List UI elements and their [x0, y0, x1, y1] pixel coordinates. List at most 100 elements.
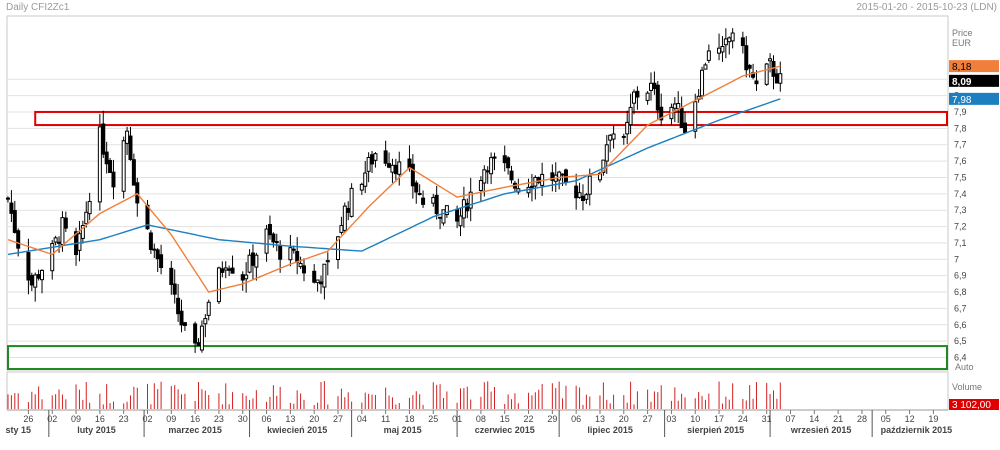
price-tick-label: 7,5 [954, 172, 967, 182]
candle-up [693, 101, 698, 132]
candle-up [315, 279, 320, 284]
candle-down [683, 122, 688, 133]
candle-up [700, 69, 705, 97]
volume-axis-title: Volume [952, 382, 982, 392]
price-tag-bg [949, 92, 999, 105]
candle-down [9, 202, 14, 214]
candle-down [509, 170, 514, 181]
candle-down [410, 163, 415, 187]
candle-up [53, 237, 58, 243]
candle-up [703, 64, 708, 70]
candle-down [16, 230, 21, 249]
candle-down [502, 155, 507, 164]
ma-fast-line [7, 65, 781, 293]
candle-down [230, 267, 235, 274]
candle-down [101, 123, 106, 155]
candle-up [206, 301, 211, 316]
volume-panel-frame [6, 371, 949, 411]
candle-down [172, 283, 177, 295]
candle-down [652, 82, 657, 90]
day-tick-label: 01 [452, 414, 462, 424]
candle-up [121, 140, 126, 192]
day-tick-label: 21 [833, 414, 843, 424]
auto-scale-button[interactable]: Auto [955, 362, 974, 372]
day-tick-label: 15 [500, 414, 510, 424]
candle-down [176, 297, 181, 315]
candle-up [97, 126, 102, 203]
candle-up [152, 248, 157, 251]
candle-up [441, 209, 446, 224]
candle-up [298, 262, 303, 268]
day-tick-label: 14 [809, 414, 819, 424]
candle-up [764, 63, 769, 85]
candle-up [727, 37, 732, 43]
moving-averages [7, 65, 781, 293]
month-label: sty 15 [5, 425, 31, 435]
day-tick-label: 28 [857, 414, 867, 424]
candle-up [778, 73, 783, 84]
candle-up [489, 157, 494, 175]
resistance-zone [34, 110, 948, 127]
candle-up [672, 103, 677, 109]
candle-up [216, 267, 221, 303]
day-tick-label: 16 [190, 414, 200, 424]
date-range-label: 2015-01-20 - 2015-10-23 (LDN) [856, 2, 997, 13]
day-tick-label: 13 [285, 414, 295, 424]
day-tick-label: 06 [262, 414, 272, 424]
candle-down [267, 224, 272, 236]
day-tick-label: 29 [547, 414, 557, 424]
candle-up [325, 260, 330, 263]
candle-up [342, 205, 347, 231]
candle-down [465, 202, 470, 212]
candle-up [723, 38, 728, 46]
candle-down [250, 252, 255, 266]
candle-down [506, 157, 511, 169]
candle-down [393, 164, 398, 175]
candle-down [771, 60, 776, 77]
candle-down [108, 160, 113, 174]
candle-up [390, 164, 395, 173]
price-axis: 8,18 7,9 7,8 7,7 7,6 7,5 7,4 7,3 7,2 7,1 7 6,9 6,8 6,… [949, 60, 999, 363]
month-label: czerwiec 2015 [475, 425, 535, 435]
candle-up [458, 215, 463, 227]
candles-layer [6, 28, 783, 353]
candle-up [264, 228, 269, 254]
day-tick-label: 26 [23, 414, 33, 424]
price-tag-label: 8,09 [952, 77, 972, 88]
candle-up [587, 175, 592, 195]
candle-down [131, 159, 136, 186]
candle-down [438, 216, 443, 219]
candle-up [621, 135, 626, 138]
candle-up [363, 172, 368, 187]
day-tick-label: 13 [595, 414, 605, 424]
candle-down [747, 64, 752, 69]
price-tick-label: 7,3 [954, 205, 967, 215]
support-zone [7, 345, 948, 371]
candle-up [706, 50, 711, 61]
candle-down [36, 274, 41, 279]
candle-down [492, 156, 497, 159]
price-tick-label: 7,4 [954, 189, 967, 199]
candle-down [387, 163, 392, 168]
candle-down [346, 208, 351, 213]
candle-up [40, 269, 45, 281]
candle-up [444, 205, 449, 216]
price-tick-label: 7,9 [954, 107, 967, 117]
candle-down [6, 197, 10, 200]
candle-down [155, 249, 160, 260]
day-tick-label: 19 [928, 414, 938, 424]
candle-down [740, 37, 745, 47]
candle-down [128, 135, 133, 160]
day-tick-label: 02 [142, 414, 152, 424]
candle-up [649, 82, 654, 91]
month-label: marzec 2015 [168, 425, 222, 435]
candle-up [611, 133, 616, 140]
candle-down [744, 45, 749, 71]
candle-down [278, 245, 283, 260]
candle-up [720, 45, 725, 53]
price-tick-label: 6,9 [954, 271, 967, 281]
month-label: październik 2015 [881, 425, 953, 435]
chart-title: Daily CFI2Zc1 [6, 2, 70, 13]
day-tick-label: 12 [905, 414, 915, 424]
